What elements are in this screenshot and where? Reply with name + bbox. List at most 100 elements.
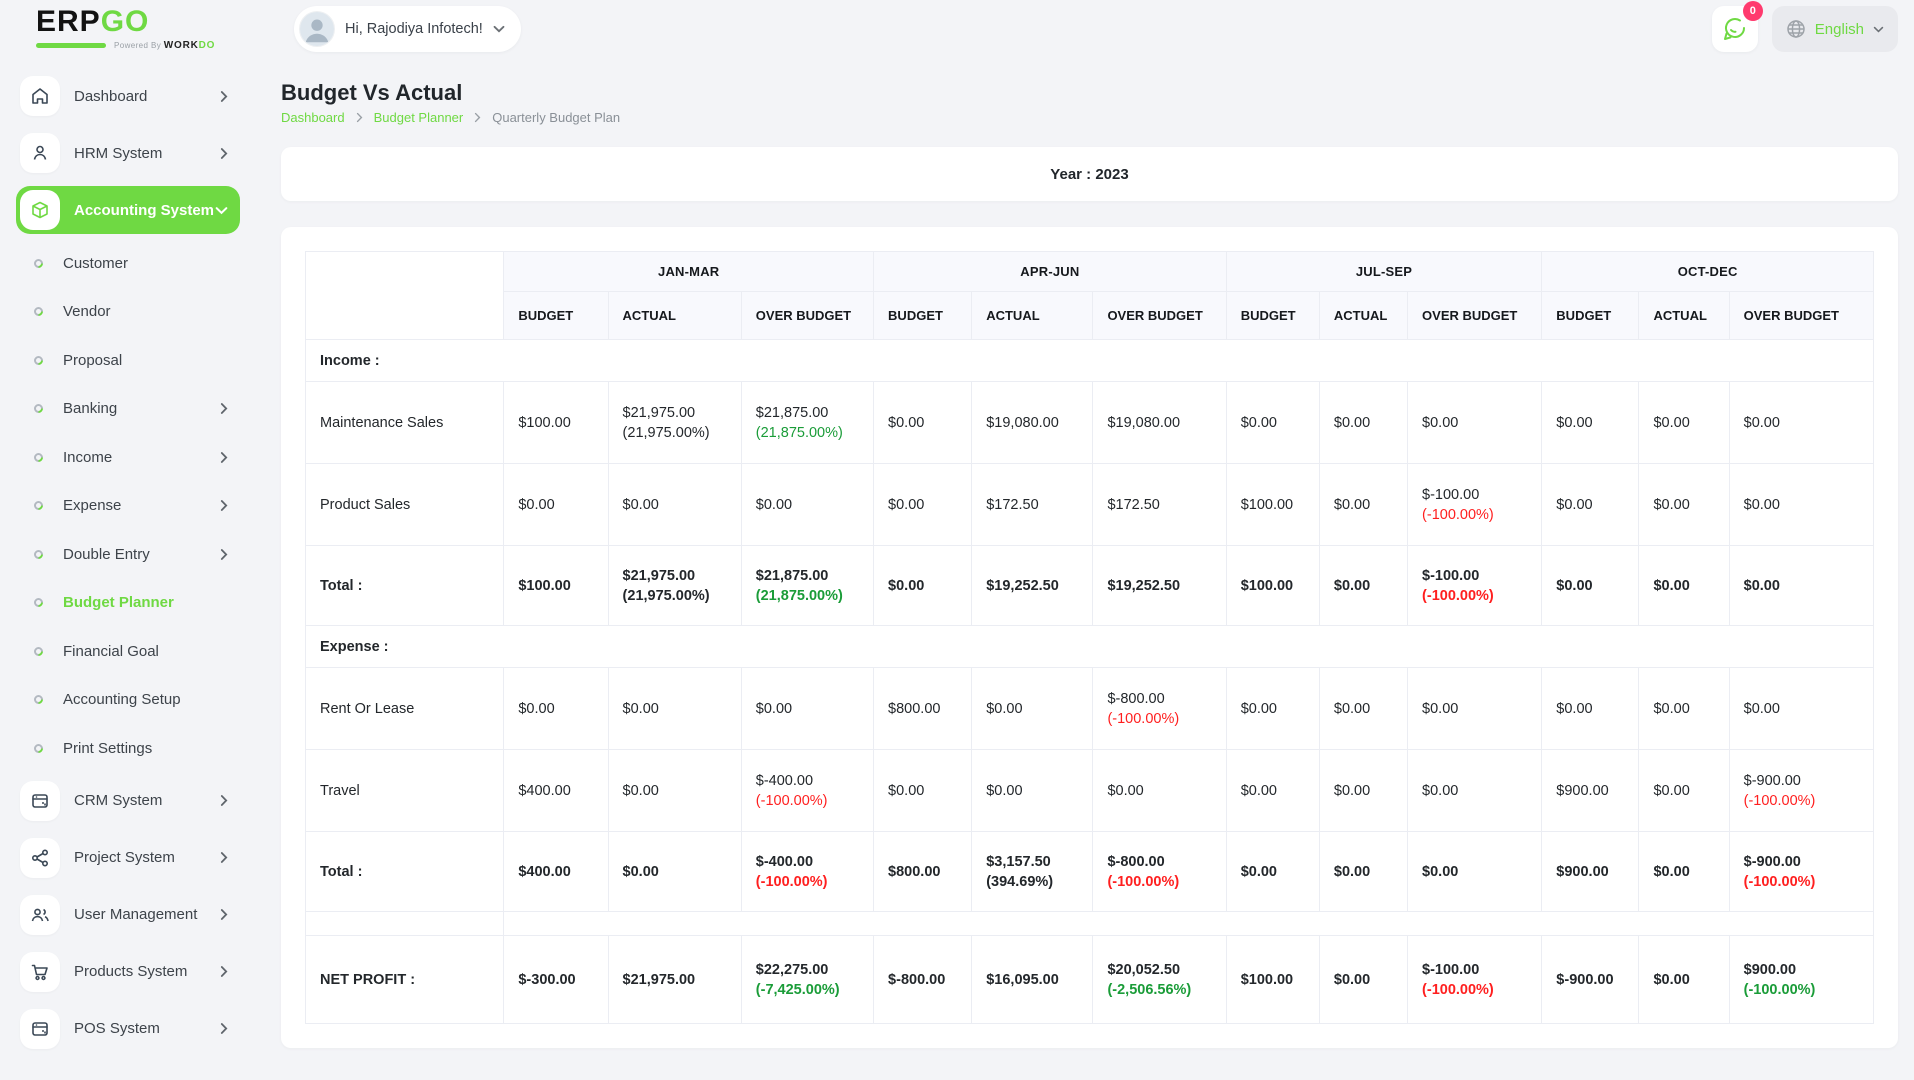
- sidebar-item-customer[interactable]: Customer: [16, 243, 240, 283]
- sidebar-item-pos-system[interactable]: POS System: [16, 1005, 240, 1053]
- sidebar-item-user-management[interactable]: User Management: [16, 891, 240, 939]
- breadcrumb-item-quarterly-budget-plan: Quarterly Budget Plan: [492, 110, 621, 125]
- notification-badge: 0: [1742, 1, 1763, 21]
- sidebar-item-print-settings[interactable]: Print Settings: [16, 728, 240, 768]
- cell-amount: $21,875.00: [755, 404, 829, 421]
- table-cell: $0.00: [1728, 667, 1875, 750]
- cell-amount: $-400.00: [755, 853, 814, 870]
- cell-amount: $0.00: [1333, 971, 1371, 988]
- logo-underline: [36, 43, 106, 48]
- table-cell: $0.00: [1318, 381, 1409, 464]
- chevron-right-icon: [220, 451, 228, 464]
- sidebar-item-accounting-setup[interactable]: Accounting Setup: [16, 680, 240, 720]
- table-row-total: Total : $400.00 $0.00 $-400.00 (-100.00%) $80…: [304, 831, 1875, 912]
- logo-powered-by: Powered By WORKDO: [114, 40, 216, 51]
- table-cell: $0.00: [740, 463, 875, 546]
- cell-amount: $400.00: [518, 782, 571, 799]
- row-label: Product Sales: [304, 463, 505, 546]
- sidebar-item-label: Accounting System: [74, 201, 215, 219]
- table-cell: $0.00: [1318, 545, 1409, 626]
- cell-amount: $-100.00: [1422, 486, 1480, 503]
- app-logo: ERPGO Powered By WORKDO: [0, 7, 250, 51]
- table-cell: $100.00: [503, 545, 609, 626]
- cell-amount: $0.00: [1653, 414, 1690, 431]
- table-cell: $0.00: [1541, 545, 1640, 626]
- table-cell: $0.00: [607, 667, 742, 750]
- sidebar-item-banking[interactable]: Banking: [16, 389, 240, 429]
- sidebar-item-label: Financial Goal: [63, 642, 159, 660]
- user-menu-button[interactable]: Hi, Rajodiya Infotech!: [294, 6, 521, 52]
- cell-amount: $0.00: [1422, 782, 1459, 799]
- cell-amount: $0.00: [1240, 700, 1277, 717]
- cell-amount: $-100.00: [1422, 567, 1480, 584]
- cell-amount: $0.00: [986, 700, 1023, 717]
- sidebar-item-income[interactable]: Income: [16, 437, 240, 477]
- main-content: Budget Vs Actual Dashboard Budget Planner…: [250, 58, 1914, 1080]
- cell-percent: (-100.00%): [1107, 710, 1180, 727]
- row-label: Maintenance Sales: [304, 381, 505, 464]
- cell-amount: $21,975.00: [622, 971, 696, 988]
- column-header-oct-dec-actual: ACTUAL: [1638, 291, 1730, 340]
- pos-system-icon: [20, 1008, 60, 1049]
- row-label: Travel: [304, 749, 505, 832]
- table-cell: $20,052.50 (-2,506.56%): [1092, 935, 1227, 1024]
- table-cell: $19,080.00: [1092, 381, 1227, 464]
- bullet-icon: [32, 353, 45, 367]
- sidebar-item-vendor[interactable]: Vendor: [16, 292, 240, 332]
- cell-amount: $20,052.50: [1107, 961, 1181, 978]
- sidebar-item-dashboard[interactable]: Dashboard: [16, 72, 240, 120]
- cell-amount: $0.00: [1556, 700, 1593, 717]
- column-header-jan-mar-over-budget: OVER BUDGET: [740, 291, 875, 340]
- sidebar-item-financial-goal[interactable]: Financial Goal: [16, 631, 240, 671]
- cell-amount: $0.00: [1653, 971, 1690, 988]
- table-cell: $800.00: [873, 831, 973, 912]
- table-cell: $3,157.50 (394.69%): [971, 831, 1094, 912]
- sidebar-item-budget-planner[interactable]: Budget Planner: [16, 583, 240, 623]
- chevron-right-icon: [220, 90, 228, 103]
- table-cell: $0.00: [1318, 749, 1409, 832]
- table-cell: $0.00: [607, 463, 742, 546]
- language-selector[interactable]: English: [1771, 6, 1898, 52]
- quarter-header-apr-jun: APR-JUN: [873, 251, 1227, 292]
- sidebar-item-expense[interactable]: Expense: [16, 486, 240, 526]
- cell-amount: $0.00: [1556, 414, 1593, 431]
- table-cell: $21,875.00 (21,875.00%): [740, 545, 875, 626]
- breadcrumb-item-budget-planner[interactable]: Budget Planner: [373, 110, 464, 125]
- cell-amount: $21,875.00: [755, 567, 829, 584]
- table-column-header-row: BUDGET ACTUAL OVER BUDGET BUDGET ACTUAL OVER …: [306, 291, 1875, 340]
- sidebar-item-products-system[interactable]: Products System: [16, 948, 240, 996]
- cell-percent: (-100.00%): [755, 873, 828, 890]
- cell-amount: $100.00: [1240, 496, 1294, 513]
- table-cell: $0.00: [1318, 667, 1409, 750]
- crm-system-icon: [20, 780, 60, 821]
- cell-amount: $-300.00: [518, 971, 576, 988]
- table-row-travel: Travel $400.00 $0.00 $-400.00 (-100.00%) $0.0…: [304, 749, 1875, 832]
- sidebar-item-label: User Management: [74, 906, 198, 923]
- user-avatar: [299, 11, 335, 47]
- sidebar-nav: Dashboard HRM System Accounting System Cust…: [0, 58, 250, 1080]
- cell-amount: $100.00: [518, 414, 571, 431]
- cell-amount: $-900.00: [1743, 772, 1801, 789]
- sidebar-item-proposal[interactable]: Proposal: [16, 340, 240, 380]
- messages-button[interactable]: 0: [1711, 1, 1763, 52]
- breadcrumb-item-dashboard[interactable]: Dashboard: [281, 110, 345, 125]
- hrm-system-icon: [20, 133, 60, 173]
- cell-amount: $0.00: [986, 782, 1023, 799]
- sidebar-item-label: POS System: [74, 1020, 160, 1037]
- sidebar-item-crm-system[interactable]: CRM System: [16, 777, 240, 825]
- chevron-down-icon: [215, 206, 228, 215]
- cell-amount: $0.00: [1422, 700, 1459, 717]
- sidebar-item-double-entry[interactable]: Double Entry: [16, 534, 240, 574]
- sidebar-item-label: HRM System: [74, 144, 163, 162]
- quarter-header-oct-dec: OCT-DEC: [1541, 251, 1874, 292]
- cell-amount: $172.50: [986, 496, 1039, 513]
- cell-amount: $0.00: [518, 496, 555, 513]
- breadcrumb-separator-icon: [474, 112, 481, 123]
- bullet-icon: [32, 547, 45, 561]
- column-header-oct-dec-budget: BUDGET: [1541, 291, 1640, 340]
- cell-amount: $800.00: [888, 863, 941, 880]
- sidebar-item-project-system[interactable]: Project System: [16, 834, 240, 882]
- sidebar-item-hrm-system[interactable]: HRM System: [16, 129, 240, 177]
- column-header-apr-jun-actual: ACTUAL: [971, 291, 1094, 340]
- sidebar-item-accounting-system[interactable]: Accounting System: [16, 186, 240, 234]
